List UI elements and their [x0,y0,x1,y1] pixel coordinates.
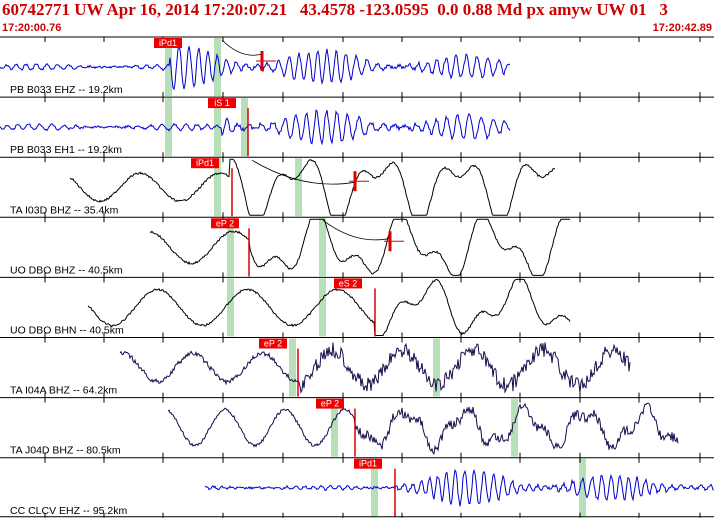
pick-label: iPd1 [159,38,177,48]
station-label: TA I03D BHZ -- 35.4km [10,204,119,216]
station-label: CC CLCV EHZ -- 95.2km [10,505,128,517]
station-label: PB B033 EHZ -- 19.2km [10,84,123,96]
waveform [0,45,511,91]
arrival-arc [251,159,356,185]
waveform [167,402,679,455]
station-label: TA J04D BHZ -- 80.5km [10,445,121,457]
pick-label: iPd1 [196,158,214,168]
pick-label: eP 2 [216,218,234,228]
trace-row[interactable]: eP 2 TA I04A BHZ -- 64.2km [0,337,714,398]
pick-window [579,458,586,517]
pick-window [433,338,440,397]
pick-window [165,98,172,157]
waveform [0,109,511,146]
phase-pick[interactable]: eP 2 [211,218,404,277]
pick-label: iS 1 [214,98,230,108]
trace-row[interactable]: eP 2 TA J04D BHZ -- 80.5km [0,397,714,458]
trace-row[interactable]: iPd1 CC CLCV EHZ -- 95.2km [0,457,714,518]
pick-window [295,158,302,217]
phase-pick[interactable]: iPd1 [154,38,276,71]
event-title: 60742771 UW Apr 16, 2014 17:20:07.21 43.… [2,0,668,19]
station-label: TA I04A BHZ -- 64.2km [10,385,117,397]
phase-pick[interactable]: iS 1 [208,98,249,157]
pick-window [214,158,221,217]
trace-row[interactable]: iPd1 PB B033 EHZ -- 19.2km [0,36,714,98]
pick-window [319,278,326,337]
phase-pick[interactable]: eP 2 [259,338,299,397]
station-label: PB B033 EH1 -- 19.2km [10,144,122,156]
pick-flag[interactable] [191,158,219,169]
pick-window [214,98,221,157]
pick-window [289,338,296,397]
waveform [204,468,714,507]
pick-label: eP 2 [264,339,282,349]
pick-flag[interactable] [316,398,344,409]
end-time: 17:20:42.89 [652,22,712,34]
pick-window [331,398,338,457]
pick-window [227,218,234,277]
pick-flag[interactable] [208,98,236,109]
phase-pick[interactable]: iPd1 [191,158,369,217]
pick-flag[interactable] [259,338,287,349]
station-label: UO DBO BHZ -- 40.5km [10,264,123,276]
pick-window [241,98,248,157]
event-header: 60742771 UW Apr 16, 2014 17:20:07.21 43.… [0,0,714,36]
trace-row[interactable]: eP 2 UO DBO BHZ -- 40.5km [0,216,714,278]
pick-window [214,38,221,97]
waveform [149,218,571,276]
phase-pick[interactable]: eP 2 [316,398,356,457]
phase-pick[interactable]: eS 2 [334,278,376,337]
start-time: 17:20:00.76 [2,22,62,34]
waveform [69,158,556,216]
pick-flag[interactable] [334,278,362,289]
arrival-arc [322,219,391,241]
trace-row[interactable]: iPd1 TA I03D BHZ -- 35.4km [0,156,714,218]
pick-window [227,278,234,337]
station-label: UO DBO BHN -- 40.5km [10,325,124,337]
phase-pick[interactable]: iPd1 [354,458,396,517]
arrival-arc [221,39,263,56]
pick-window [319,218,326,277]
pick-window [165,38,172,97]
pick-flag[interactable] [354,458,382,469]
pick-window [511,398,518,457]
waveform [119,342,631,394]
pick-label: eP 2 [321,399,339,409]
pick-flag[interactable] [211,218,239,229]
waveform [87,278,571,336]
trace-row[interactable]: eS 2 UO DBO BHN -- 40.5km [0,276,714,338]
pick-label: eS 2 [339,278,358,288]
pick-flag[interactable] [154,38,182,48]
trace-row[interactable]: iS 1 PB B033 EH1 -- 19.2km [0,96,714,158]
pick-window [371,458,378,517]
pick-label: iPd1 [359,459,377,469]
